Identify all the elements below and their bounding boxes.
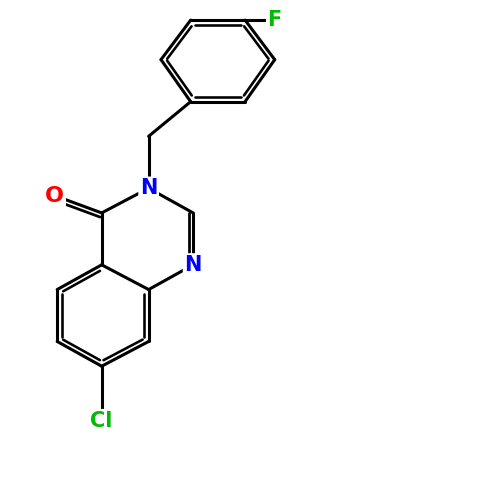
- Text: N: N: [140, 178, 158, 198]
- Text: N: N: [184, 255, 202, 275]
- Text: Cl: Cl: [90, 410, 113, 430]
- Text: F: F: [268, 10, 282, 30]
- Text: O: O: [45, 186, 64, 206]
